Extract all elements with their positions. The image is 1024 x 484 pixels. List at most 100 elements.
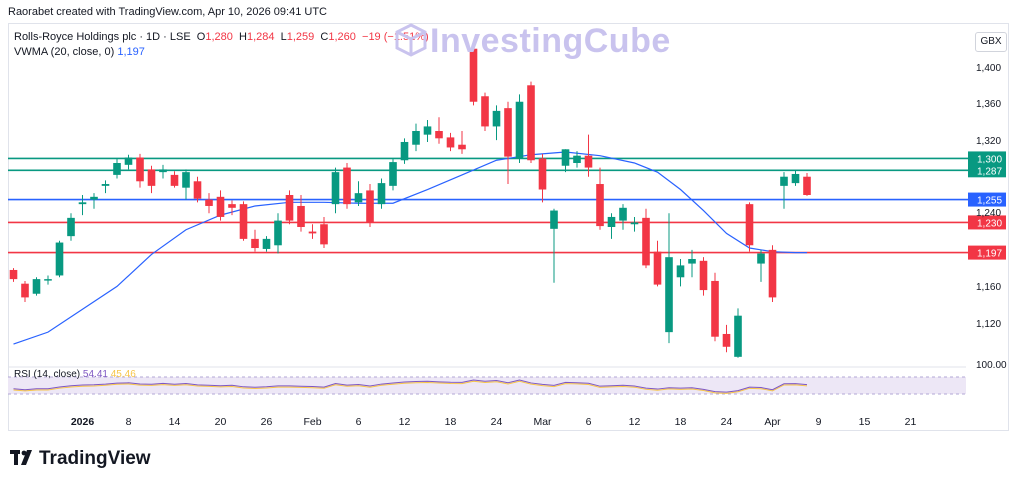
candle[interactable] (239, 201, 248, 241)
candle[interactable] (607, 213, 616, 239)
candle[interactable] (147, 165, 156, 194)
candle[interactable] (653, 240, 662, 287)
candle[interactable] (688, 249, 696, 278)
x-tick-label: Apr (764, 416, 781, 428)
candle-body (550, 210, 558, 229)
vwma-line (13, 151, 807, 345)
candle[interactable] (676, 259, 685, 287)
x-tick-label: 20 (215, 416, 227, 428)
candle[interactable] (216, 190, 225, 221)
candle[interactable] (791, 170, 800, 186)
candle[interactable] (768, 245, 777, 302)
candle-body (78, 202, 87, 205)
candle[interactable] (504, 101, 512, 185)
candle-body (366, 190, 374, 223)
candle[interactable] (159, 164, 167, 179)
candle[interactable] (274, 213, 282, 254)
candle[interactable] (55, 240, 64, 278)
candle-body (515, 101, 524, 159)
candle-body (734, 315, 742, 357)
candle[interactable] (251, 229, 259, 252)
candle[interactable] (124, 154, 133, 170)
y-tick-label: 1,240 (976, 208, 1001, 219)
candle[interactable] (377, 178, 386, 209)
candle[interactable] (550, 208, 558, 283)
candle[interactable] (354, 181, 363, 206)
candle[interactable] (343, 163, 351, 209)
open-value: 1,280 (205, 31, 233, 43)
candle[interactable] (515, 94, 524, 163)
candle-body (55, 242, 64, 276)
candle[interactable] (285, 190, 294, 225)
candle-body (722, 333, 731, 347)
candle[interactable] (182, 169, 190, 200)
candle[interactable] (193, 176, 202, 203)
candle-body (400, 141, 409, 161)
candle[interactable] (757, 249, 765, 282)
candle[interactable] (32, 277, 41, 296)
candle[interactable] (711, 272, 719, 342)
candle-body (791, 173, 800, 184)
candle[interactable] (642, 208, 650, 269)
rsi-pane (8, 366, 966, 395)
candle[interactable] (308, 224, 317, 239)
candle[interactable] (136, 153, 144, 188)
candle[interactable] (803, 173, 811, 196)
candle[interactable] (423, 120, 432, 142)
candle[interactable] (9, 268, 18, 282)
candle[interactable] (561, 149, 570, 173)
candle[interactable] (481, 92, 489, 131)
candle[interactable] (366, 184, 374, 227)
candle[interactable] (527, 81, 535, 163)
candle[interactable] (469, 44, 478, 106)
candle-body (446, 137, 455, 148)
candle[interactable] (412, 123, 420, 152)
candle[interactable] (78, 195, 87, 216)
candle[interactable] (435, 117, 443, 144)
candle[interactable] (573, 151, 581, 168)
candle[interactable] (21, 280, 29, 302)
candle[interactable] (596, 167, 604, 230)
level-price-tag (968, 192, 1006, 207)
candle[interactable] (722, 324, 731, 353)
candle[interactable] (619, 204, 627, 230)
candle[interactable] (90, 193, 98, 209)
candle[interactable] (446, 132, 455, 152)
candle[interactable] (389, 158, 397, 191)
candle[interactable] (630, 216, 639, 232)
candle[interactable] (101, 180, 110, 194)
candle[interactable] (44, 275, 52, 285)
candle[interactable] (538, 153, 547, 203)
rsi-ma-line (13, 380, 808, 394)
open-label: O (196, 31, 206, 43)
candle[interactable] (492, 105, 501, 141)
tradingview-logo[interactable]: TradingView (10, 448, 151, 470)
candle[interactable] (113, 158, 121, 179)
candle-body (768, 249, 777, 298)
candle-body (308, 231, 317, 234)
candle[interactable] (228, 200, 236, 216)
candle-body (239, 204, 248, 239)
candle[interactable] (297, 195, 305, 232)
x-tick-label: 24 (491, 416, 503, 428)
candle[interactable] (170, 171, 179, 188)
candle[interactable] (699, 257, 708, 296)
candle[interactable] (320, 216, 328, 249)
candle[interactable] (67, 213, 75, 241)
candle[interactable] (734, 308, 742, 358)
candle[interactable] (331, 167, 340, 214)
candle[interactable] (665, 213, 673, 344)
candle-body (504, 108, 512, 157)
candle[interactable] (745, 202, 754, 252)
candle[interactable] (400, 138, 409, 164)
candle[interactable] (780, 172, 788, 209)
currency-button[interactable]: GBX (975, 32, 1007, 52)
candle[interactable] (458, 131, 466, 154)
candle[interactable] (205, 193, 213, 214)
candle[interactable] (584, 134, 593, 177)
candle-body (113, 163, 121, 175)
candle-body (159, 169, 167, 173)
candle[interactable] (262, 236, 271, 252)
